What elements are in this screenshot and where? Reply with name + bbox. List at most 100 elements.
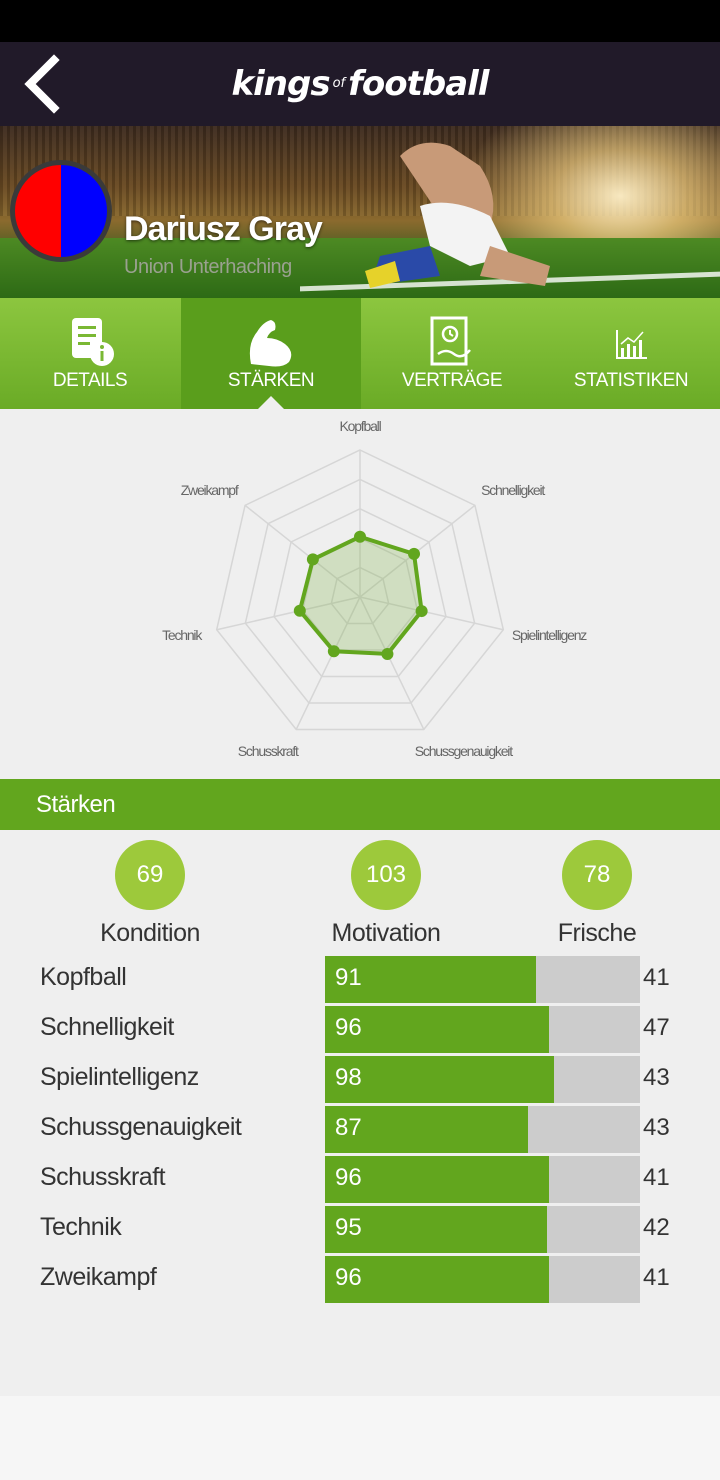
attribute-bar: 98	[325, 1056, 640, 1103]
status-bar	[0, 0, 720, 42]
attribute-bar: 96	[325, 1006, 640, 1053]
attribute-row: Schnelligkeit 96 47	[0, 1006, 720, 1054]
radar-chart: Kopfball Schnelligkeit Spielintelligenz Sch…	[0, 409, 720, 779]
radar-axis-label: Schusskraft	[237, 743, 299, 760]
attribute-secondary-value: 41	[643, 1164, 670, 1191]
active-tab-pointer	[257, 396, 285, 410]
attribute-bar: 95	[325, 1206, 640, 1253]
attribute-name: Technik	[40, 1213, 122, 1241]
motivation-label: Motivation	[331, 919, 441, 947]
radar-axis-label: Kopfball	[339, 418, 382, 434]
document-info-icon	[72, 318, 114, 366]
tab-vertraege[interactable]: VERTRÄGE	[362, 298, 542, 409]
radar-axis-label: Schussgenauigkeit	[414, 743, 513, 760]
tab-statistiken[interactable]: STATISTIKEN	[541, 298, 720, 409]
attribute-name: Spielintelligenz	[40, 1063, 199, 1091]
attribute-value: 96	[335, 1164, 362, 1191]
attribute-bar-fill	[325, 1006, 549, 1053]
radar-grid-ring	[273, 507, 447, 678]
attribute-row: Kopfball 91 41	[0, 956, 720, 1004]
attribute-value: 96	[335, 1014, 362, 1041]
attribute-bar-fill	[325, 1256, 549, 1303]
radar-axis-line	[216, 596, 361, 631]
motivation-value: 103	[351, 840, 421, 910]
celebrating-player-image	[365, 142, 550, 288]
app-header: kings offootball	[0, 42, 720, 126]
tab-details-label: DETAILS	[52, 370, 128, 391]
tab-staerken-label: STÄRKEN	[227, 370, 315, 391]
logo-text-of: of	[332, 76, 346, 91]
kondition-value: 69	[115, 840, 185, 910]
app-logo: kings offootball	[0, 64, 720, 104]
player-hero-banner: Dariusz Gray Union Unterhaching	[0, 126, 720, 298]
attribute-row: Spielintelligenz 98 43	[0, 1056, 720, 1104]
tab-staerken[interactable]: STÄRKEN	[181, 298, 361, 409]
contract-icon	[430, 316, 471, 366]
radar-axis-line	[359, 596, 425, 730]
radar-axis-line	[295, 596, 361, 730]
attribute-row: Zweikampf 96 41	[0, 1256, 720, 1304]
section-header: Stärken	[0, 779, 720, 830]
frische-label: Frische	[557, 919, 637, 947]
attribute-secondary-value: 41	[643, 964, 670, 991]
player-club: Union Unterhaching	[124, 256, 292, 278]
attribute-name: Schusskraft	[40, 1163, 166, 1191]
attribute-value: 95	[335, 1214, 362, 1241]
radar-grid-ring	[215, 449, 505, 731]
attribute-value: 87	[335, 1114, 362, 1141]
radar-axis-label: Technik	[162, 627, 202, 644]
summary-frische: 78 Frische	[497, 840, 697, 948]
attribute-secondary-value: 47	[643, 1014, 670, 1041]
tab-bar: DETAILS STÄRKEN VERTRÄGE	[0, 298, 720, 409]
radar-point	[408, 547, 421, 560]
attribute-secondary-value: 41	[643, 1264, 670, 1291]
tab-details[interactable]: DETAILS	[0, 298, 180, 409]
summary-kondition: 69 Kondition	[50, 840, 250, 948]
player-name: Dariusz Gray	[124, 210, 323, 248]
logo-text-football: football	[348, 64, 489, 104]
attribute-row: Schusskraft 96 41	[0, 1156, 720, 1204]
radar-series-area	[297, 534, 424, 656]
attribute-name: Zweikampf	[40, 1263, 157, 1291]
back-button[interactable]	[18, 52, 78, 116]
tab-statistiken-label: STATISTIKEN	[573, 370, 689, 391]
radar-axis-line	[359, 596, 504, 631]
attribute-row: Technik 95 42	[0, 1206, 720, 1254]
radar-point	[293, 604, 306, 617]
attribute-value: 98	[335, 1064, 362, 1091]
attribute-bar-fill	[325, 1106, 529, 1153]
tab-vertraege-label: VERTRÄGE	[401, 370, 503, 391]
attribute-bar-fill	[325, 1156, 549, 1203]
radar-point	[415, 605, 428, 618]
bar-chart-icon	[616, 330, 647, 359]
radar-grid-ring	[244, 478, 476, 704]
radar-point	[327, 645, 340, 658]
kondition-label: Kondition	[100, 919, 200, 947]
radar-point	[381, 647, 394, 660]
attribute-row: Schussgenauigkeit 87 43	[0, 1106, 720, 1154]
attribute-value: 96	[335, 1264, 362, 1291]
bottom-strip	[0, 1396, 720, 1480]
attribute-value: 91	[335, 964, 362, 991]
attribute-bar: 87	[325, 1106, 640, 1153]
logo-text-kings: kings	[231, 64, 331, 104]
attribute-name: Kopfball	[40, 963, 127, 991]
attribute-bar: 91	[325, 956, 640, 1003]
section-title: Stärken	[36, 791, 116, 818]
radar-point	[306, 553, 319, 566]
radar-axis-label: Zweikampf	[180, 482, 239, 499]
attribute-bar: 96	[325, 1156, 640, 1203]
club-badge	[10, 160, 112, 262]
radar-grid-ring	[330, 566, 390, 625]
attribute-bar-fill	[325, 956, 537, 1003]
attribute-bar: 96	[325, 1256, 640, 1303]
flexed-arm-icon	[249, 320, 292, 367]
attribute-secondary-value: 43	[643, 1114, 670, 1141]
chevron-left-icon	[24, 54, 60, 114]
frische-value: 78	[562, 840, 632, 910]
attribute-secondary-value: 42	[643, 1214, 670, 1241]
summary-motivation: 103 Motivation	[286, 840, 486, 948]
radar-point	[354, 530, 366, 543]
attribute-bar-fill	[325, 1206, 548, 1253]
attribute-secondary-value: 43	[643, 1064, 670, 1091]
